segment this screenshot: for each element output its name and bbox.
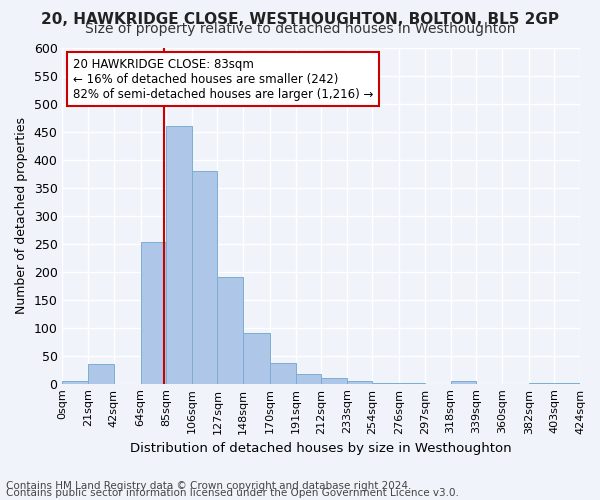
Bar bbox=[321, 378, 347, 384]
Bar bbox=[529, 382, 554, 384]
Y-axis label: Number of detached properties: Number of detached properties bbox=[15, 117, 28, 314]
Bar bbox=[270, 363, 296, 384]
Bar bbox=[400, 382, 425, 384]
Bar bbox=[192, 171, 217, 384]
Bar bbox=[347, 381, 373, 384]
Bar bbox=[296, 374, 321, 384]
Bar bbox=[554, 382, 580, 384]
Bar bbox=[243, 332, 270, 384]
X-axis label: Distribution of detached houses by size in Westhoughton: Distribution of detached houses by size … bbox=[130, 442, 512, 455]
Bar bbox=[451, 381, 476, 384]
Text: Contains public sector information licensed under the Open Government Licence v3: Contains public sector information licen… bbox=[6, 488, 459, 498]
Bar bbox=[88, 364, 113, 384]
Bar bbox=[140, 242, 166, 384]
Text: 20, HAWKRIDGE CLOSE, WESTHOUGHTON, BOLTON, BL5 2GP: 20, HAWKRIDGE CLOSE, WESTHOUGHTON, BOLTO… bbox=[41, 12, 559, 28]
Text: Contains HM Land Registry data © Crown copyright and database right 2024.: Contains HM Land Registry data © Crown c… bbox=[6, 481, 412, 491]
Text: Size of property relative to detached houses in Westhoughton: Size of property relative to detached ho… bbox=[85, 22, 515, 36]
Bar bbox=[373, 382, 400, 384]
Bar bbox=[166, 126, 192, 384]
Bar bbox=[62, 381, 88, 384]
Text: 20 HAWKRIDGE CLOSE: 83sqm
← 16% of detached houses are smaller (242)
82% of semi: 20 HAWKRIDGE CLOSE: 83sqm ← 16% of detac… bbox=[73, 58, 373, 100]
Bar bbox=[217, 277, 243, 384]
